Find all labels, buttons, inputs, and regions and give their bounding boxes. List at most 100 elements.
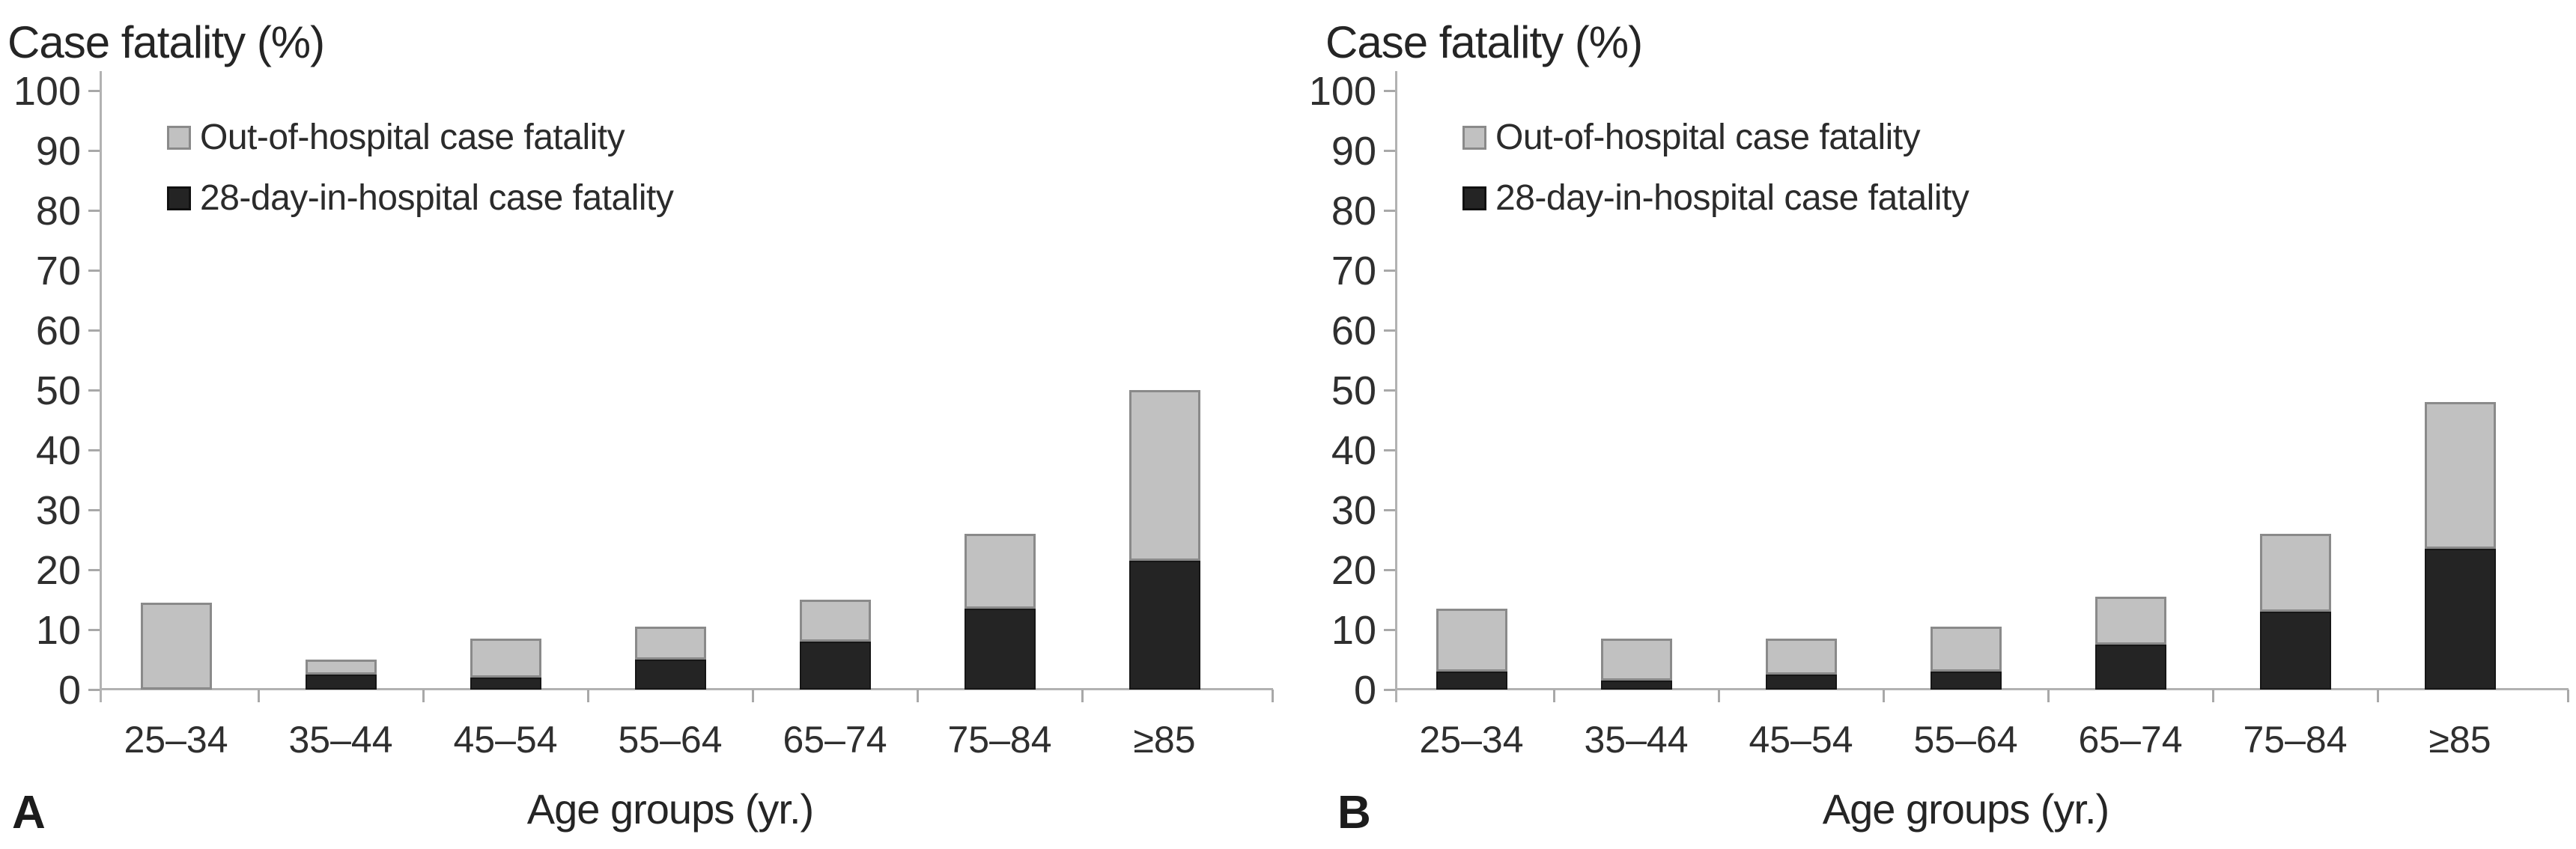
bar-segment-in-hospital — [634, 660, 706, 690]
plot-area: 0 10 20 30 40 50 60 70 80 90 100 25–34 35–44 45–54 55–… — [1288, 0, 2576, 849]
bar-segment-out-of-hospital — [1765, 639, 1837, 675]
legend-swatch-out — [1462, 125, 1486, 150]
y-tick-mark — [88, 150, 100, 152]
bar-segment-out-of-hospital — [1128, 390, 1200, 561]
x-axis-title: Age groups (yr.) — [1822, 785, 2109, 833]
x-tick-mark — [587, 690, 589, 702]
x-category-label: 65–74 — [2078, 719, 2183, 761]
y-tick-mark — [1384, 389, 1395, 392]
legend-item-out-of-hospital: Out-of-hospital case fatality — [167, 117, 673, 158]
y-tick-label: 30 — [1331, 488, 1376, 533]
bar-segment-out-of-hospital — [305, 660, 377, 675]
bar-segment-out-of-hospital — [634, 627, 706, 660]
y-tick-mark — [88, 270, 100, 272]
legend: Out-of-hospital case fatality 28-day-in-… — [167, 117, 674, 219]
legend-item-in-hospital: 28-day-in-hospital case fatality — [167, 177, 674, 219]
y-tick-label: 60 — [35, 308, 81, 353]
y-tick-label: 10 — [35, 608, 81, 653]
y-tick-label: 60 — [1331, 308, 1376, 353]
y-tick-mark — [1384, 329, 1395, 332]
x-category-label: 25–34 — [1419, 719, 1524, 761]
y-tick-label: 30 — [35, 488, 81, 533]
y-tick-label: 70 — [1331, 249, 1376, 293]
y-axis-line — [100, 71, 102, 702]
bar-segment-in-hospital — [2094, 645, 2166, 690]
y-tick-label: 100 — [13, 69, 81, 114]
bar-segment-in-hospital — [305, 675, 377, 690]
x-tick-mark — [752, 690, 754, 702]
legend-item-in-hospital: 28-day-in-hospital case fatality — [1462, 177, 1969, 219]
x-tick-mark — [1081, 690, 1084, 702]
panel-b: Case fatality (%) Out-of-hospital case f… — [1288, 0, 2576, 849]
bar-segment-in-hospital — [470, 678, 541, 690]
y-tick-mark — [88, 329, 100, 332]
bar-segment-in-hospital — [964, 609, 1036, 690]
bar-segment-out-of-hospital — [799, 600, 871, 642]
bar-segment-out-of-hospital — [1930, 627, 2002, 672]
y-tick-mark — [1384, 689, 1395, 691]
legend-label: 28-day-in-hospital case fatality — [1495, 178, 1969, 218]
y-tick-label: 80 — [35, 189, 81, 234]
x-tick-mark — [1883, 690, 1885, 702]
bar-segment-out-of-hospital — [2094, 597, 2166, 645]
y-tick-mark — [88, 629, 100, 631]
bar-segment-in-hospital — [1765, 675, 1837, 690]
x-tick-mark — [2047, 690, 2050, 702]
bar-segment-in-hospital — [1128, 561, 1200, 690]
bar-segment-in-hospital — [799, 642, 871, 690]
y-tick-mark — [1384, 509, 1395, 511]
y-tick-mark — [88, 449, 100, 451]
bar-segment-out-of-hospital — [470, 639, 541, 678]
x-tick-mark — [1553, 690, 1555, 702]
x-tick-mark — [2567, 690, 2569, 702]
x-tick-mark — [258, 690, 260, 702]
y-tick-mark — [88, 509, 100, 511]
legend-swatch-in — [167, 186, 191, 210]
y-tick-label: 80 — [1331, 189, 1376, 234]
y-tick-mark — [1384, 629, 1395, 631]
y-axis-title: Case fatality (%) — [7, 17, 325, 67]
x-axis-title: Age groups (yr.) — [526, 785, 814, 833]
y-tick-label: 100 — [1308, 69, 1376, 114]
y-tick-mark — [88, 389, 100, 392]
x-tick-mark — [422, 690, 425, 702]
x-category-label: 75–84 — [2243, 719, 2348, 761]
bar-segment-out-of-hospital — [2259, 534, 2331, 612]
x-category-label: 65–74 — [783, 719, 887, 761]
bar-segment-in-hospital — [1436, 672, 1507, 690]
x-category-label: ≥85 — [2428, 719, 2491, 761]
x-category-label: 55–64 — [618, 719, 723, 761]
bar-segment-in-hospital — [2259, 612, 2331, 690]
legend-label: Out-of-hospital case fatality — [1495, 118, 1921, 157]
y-tick-label: 50 — [1331, 368, 1376, 413]
y-tick-label: 10 — [1331, 608, 1376, 653]
x-category-label: 35–44 — [1584, 719, 1689, 761]
x-tick-mark — [2212, 690, 2214, 702]
legend-swatch-in — [1462, 186, 1486, 210]
y-tick-mark — [1384, 270, 1395, 272]
y-tick-label: 40 — [1331, 428, 1376, 473]
bar-segment-out-of-hospital — [140, 603, 212, 690]
panel-a: Case fatality (%) Out-of-hospital case f… — [7, 17, 1274, 839]
x-category-label: ≥85 — [1133, 719, 1196, 761]
y-tick-mark — [1384, 210, 1395, 212]
bar-segment-in-hospital — [1600, 681, 1672, 690]
bar-segment-in-hospital — [2424, 549, 2496, 690]
legend-label: 28-day-in-hospital case fatality — [200, 178, 674, 218]
y-axis-line — [1395, 71, 1397, 702]
y-tick-label: 0 — [58, 668, 81, 713]
x-tick-mark — [1272, 690, 1274, 702]
y-tick-label: 20 — [35, 548, 81, 593]
bar-segment-out-of-hospital — [2424, 402, 2496, 549]
x-tick-mark — [2377, 690, 2379, 702]
x-category-label: 25–34 — [124, 719, 228, 761]
bar-segment-out-of-hospital — [964, 534, 1036, 609]
bar-segment-out-of-hospital — [1436, 609, 1507, 672]
y-tick-mark — [88, 689, 100, 691]
plot-area: 0 10 20 30 40 50 60 70 80 90 100 25–34 35–44 45–54 55–… — [13, 69, 1274, 761]
y-tick-mark — [88, 569, 100, 571]
x-category-label: 45–54 — [1749, 719, 1853, 761]
y-tick-label: 70 — [35, 249, 81, 293]
panel-letter: B — [1337, 787, 1371, 839]
